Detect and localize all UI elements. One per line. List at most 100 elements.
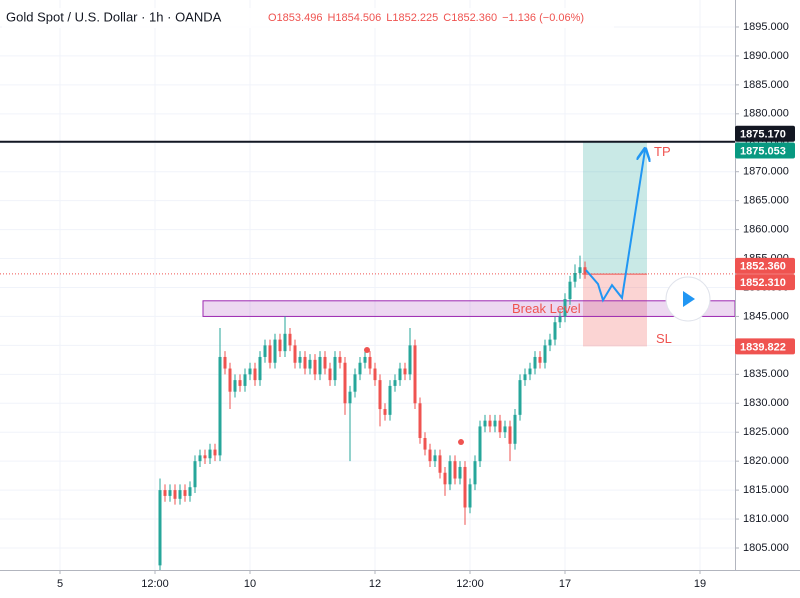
- candle-body: [298, 356, 302, 363]
- candle-body: [168, 490, 172, 496]
- candle-body: [288, 333, 292, 346]
- candle-body: [198, 455, 202, 462]
- candle-body: [483, 420, 487, 427]
- play-icon[interactable]: [683, 291, 695, 307]
- y-tick-label: 1815.000: [743, 484, 789, 496]
- y-tick-label: 1885.000: [743, 79, 789, 91]
- x-tick-label: 5: [57, 578, 63, 590]
- x-tick-label: 12: [369, 578, 381, 590]
- header-bg: [2, 8, 614, 28]
- target-label: TP: [654, 144, 671, 159]
- candle-body: [453, 461, 457, 479]
- y-tick-label: 1870.000: [743, 166, 789, 178]
- candle-body: [583, 267, 587, 274]
- candle-body: [318, 356, 322, 375]
- candle-body: [228, 368, 232, 392]
- legend-value: L1852.225: [386, 12, 438, 24]
- candle-body: [358, 362, 362, 375]
- drawings: [0, 142, 735, 347]
- x-tick-label: 12:00: [141, 578, 169, 590]
- candle-body: [163, 490, 167, 496]
- price-label: 1852.360: [740, 261, 786, 273]
- price-label-bg: [735, 257, 795, 274]
- candle-body: [373, 368, 377, 381]
- candle-body: [408, 345, 412, 375]
- candle-body: [528, 368, 532, 375]
- candle-body: [488, 420, 492, 427]
- break-level-label: Break Level: [512, 301, 581, 316]
- price-label-bg: [735, 274, 795, 291]
- candle-body: [343, 362, 347, 404]
- candle-body: [293, 345, 297, 363]
- y-tick-label: 1895.000: [743, 21, 789, 33]
- candle-body: [283, 333, 287, 352]
- candle-body: [353, 374, 357, 392]
- price-label-bg: [735, 125, 795, 142]
- legend: O1853.496 H1854.506 L1852.225 C1852.360 −1.1…: [268, 12, 584, 24]
- legend-value: C1852.360: [443, 12, 497, 24]
- candle-body: [233, 380, 237, 392]
- legend-value: −1.136 (−0.06%): [502, 12, 584, 24]
- play-button[interactable]: [665, 276, 711, 322]
- candle-body: [273, 339, 277, 363]
- candle-body: [498, 420, 502, 433]
- marker: [364, 347, 370, 354]
- marker: [458, 439, 464, 446]
- candles: [158, 255, 587, 570]
- y-tick-label: 1820.000: [743, 455, 789, 467]
- candle-body: [493, 420, 497, 427]
- price-label-bg: [735, 142, 795, 159]
- y-tick-label: 1835.000: [743, 368, 789, 380]
- candle-body: [428, 449, 432, 462]
- candle-body: [548, 339, 552, 346]
- x-tick-label: 10: [244, 578, 256, 590]
- candle-body: [433, 455, 437, 462]
- candle-body: [213, 449, 217, 456]
- candle-body: [328, 368, 332, 381]
- candle-body: [468, 484, 472, 508]
- projection-path: [585, 150, 645, 303]
- candle-body: [383, 409, 387, 415]
- candle-body: [473, 461, 477, 485]
- candle-body: [158, 490, 162, 566]
- candle-body: [553, 322, 557, 340]
- candle-body: [518, 380, 522, 415]
- candle-body: [248, 368, 252, 375]
- candle-body: [458, 466, 462, 479]
- candle-body: [193, 461, 197, 488]
- candle-body: [378, 380, 382, 410]
- candle-body: [398, 368, 402, 381]
- candle-body: [533, 356, 537, 369]
- y-tick-label: 1890.000: [743, 50, 789, 62]
- candle-body: [253, 368, 257, 381]
- legend-value: O1853.496: [268, 12, 322, 24]
- candle-body: [438, 455, 442, 473]
- x-tick-label: 17: [559, 578, 571, 590]
- candle-body: [568, 281, 572, 300]
- candle-body: [543, 345, 547, 363]
- candle-body: [503, 426, 507, 433]
- candle-body: [308, 359, 312, 369]
- legend-value: H1854.506: [327, 12, 381, 24]
- candle-body: [363, 356, 367, 363]
- candle-body: [333, 356, 337, 381]
- candle-body: [258, 356, 262, 381]
- candle-body: [413, 345, 417, 404]
- candle-body: [403, 368, 407, 375]
- candle-body: [388, 385, 392, 415]
- candle-body: [578, 267, 582, 274]
- y-tick-label: 1860.000: [743, 224, 789, 236]
- candle-body: [223, 356, 227, 369]
- overlay: Break Level: [0, 140, 735, 446]
- candle-body: [313, 359, 317, 375]
- candle-body: [538, 356, 542, 363]
- price-label: 1839.822: [740, 341, 786, 353]
- axes: 1805.000 1810.000 1815.000 1820.000 1825.000…: [57, 21, 795, 590]
- candle-body: [203, 455, 207, 459]
- stop-label: SL: [656, 331, 672, 346]
- target-zone: [583, 142, 647, 275]
- candle-body: [423, 438, 427, 450]
- candle-body: [238, 380, 242, 386]
- candle-body: [268, 345, 272, 363]
